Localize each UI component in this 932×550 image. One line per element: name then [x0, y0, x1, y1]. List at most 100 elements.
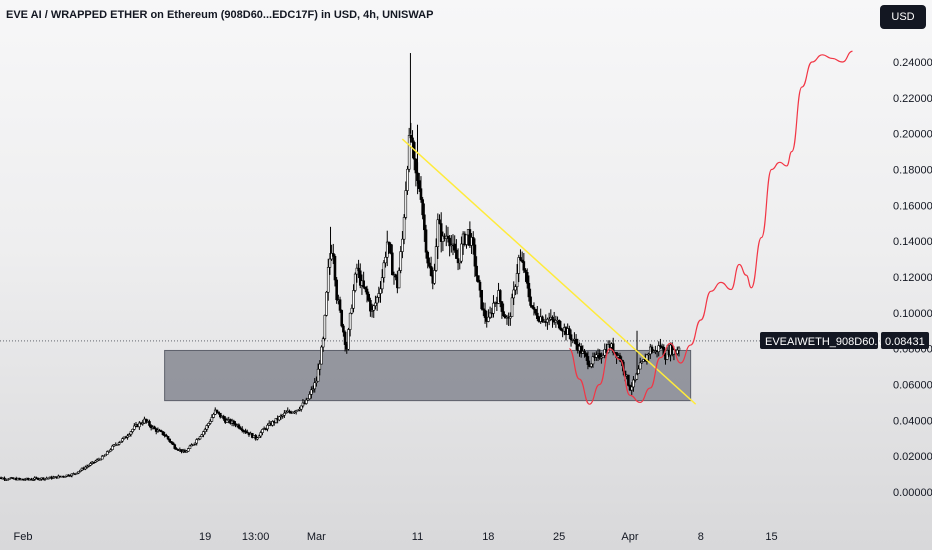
candle-body	[213, 409, 217, 415]
candle-body	[611, 343, 615, 353]
candle-body	[119, 440, 123, 443]
price-axis: 0.24000 0.22000 0.20000 0.18000 0.16000 0.140…	[893, 57, 932, 499]
x-axis-tick-label: Feb	[14, 531, 33, 543]
candle-body	[84, 466, 87, 470]
x-axis-tick-label: Apr	[621, 531, 638, 543]
candle-body	[257, 435, 261, 438]
candle-body	[47, 477, 50, 480]
candle-body	[569, 334, 573, 341]
candle-body	[170, 441, 173, 444]
candles-layer	[0, 53, 681, 482]
candle-body	[217, 411, 220, 414]
candle-body	[342, 325, 345, 333]
x-axis-tick-label: 13:00	[242, 531, 270, 543]
candle-body	[232, 420, 236, 424]
candle-body	[107, 450, 111, 453]
candle-body	[677, 347, 681, 351]
y-axis-tick-label: 0.10000	[893, 308, 932, 320]
candle-body	[274, 418, 278, 423]
candle-body	[632, 379, 635, 388]
candle-body	[633, 378, 637, 381]
candle-body	[326, 267, 330, 293]
candle-body	[106, 451, 109, 455]
candle-body	[568, 328, 571, 335]
candle-body	[477, 275, 480, 283]
candle-body	[313, 382, 317, 390]
candle-body	[131, 428, 134, 432]
candle-body	[385, 241, 389, 258]
candle-body	[85, 465, 89, 468]
candle-body	[475, 265, 478, 276]
candle-body	[141, 422, 145, 425]
candle-body	[301, 402, 305, 407]
drawings-layer	[401, 50, 853, 405]
candle-body	[369, 300, 372, 312]
candle-body	[455, 249, 458, 259]
candle-body	[478, 281, 482, 291]
candle-body	[104, 453, 107, 457]
candle-body	[394, 274, 397, 278]
candle-body	[23, 479, 26, 481]
candle-body	[117, 442, 121, 445]
candle-body	[659, 345, 662, 347]
currency-button[interactable]: USD	[880, 5, 926, 29]
candle-body	[574, 338, 578, 345]
candle-body	[94, 460, 97, 463]
candle-body	[600, 356, 603, 359]
candle-body	[647, 353, 650, 356]
candle-body	[471, 237, 475, 246]
candle-body	[316, 368, 320, 382]
candle-body	[384, 256, 387, 264]
candle-body	[127, 434, 131, 437]
candle-body	[529, 296, 532, 306]
candle-body	[387, 241, 391, 245]
candle-body	[365, 288, 369, 295]
candle-body	[426, 251, 430, 264]
candle-body	[514, 286, 517, 291]
candle-body	[111, 445, 114, 450]
candle-body	[527, 282, 531, 298]
candle-body	[465, 234, 468, 245]
candle-body	[512, 289, 516, 299]
candle-body	[357, 267, 360, 272]
candle-body	[305, 399, 308, 404]
support-zone-layer	[0, 340, 880, 402]
candle-body	[166, 436, 170, 440]
candle-body	[293, 411, 296, 414]
candle-body	[77, 471, 80, 474]
x-axis-tick-label: 19	[199, 531, 211, 543]
candle-body	[333, 256, 337, 281]
candle-body	[446, 235, 450, 239]
candle-body	[438, 219, 441, 224]
candle-body	[161, 431, 165, 435]
candle-body	[419, 188, 423, 200]
candle-body	[185, 450, 188, 453]
candle-body	[584, 353, 588, 357]
time-axis: Feb 19 13:00 Mar 11 18 25 Apr 8 15	[14, 531, 778, 543]
candle-body	[338, 299, 342, 311]
x-axis-tick-label: 25	[553, 531, 565, 543]
y-axis-tick-label: 0.12000	[893, 272, 932, 284]
symbol-tag	[760, 331, 878, 349]
candle-body	[318, 363, 322, 370]
candle-body	[173, 444, 177, 449]
candle-body	[458, 260, 462, 264]
candle-body	[483, 309, 487, 318]
candle-body	[473, 244, 477, 267]
candle-body	[38, 478, 42, 481]
candle-body	[219, 412, 222, 418]
candle-body	[541, 316, 544, 323]
candle-body	[637, 368, 640, 374]
candle-body	[382, 262, 386, 278]
candle-body	[448, 237, 451, 247]
chart-title: EVE AI / WRAPPED ETHER on Ethereum (908D…	[6, 9, 434, 21]
candle-body	[645, 354, 649, 362]
candle-body	[92, 461, 96, 464]
candle-body	[31, 479, 35, 481]
candle-body	[520, 259, 524, 262]
candle-body	[244, 430, 247, 433]
candle-body	[340, 310, 344, 327]
candle-body	[148, 421, 151, 426]
